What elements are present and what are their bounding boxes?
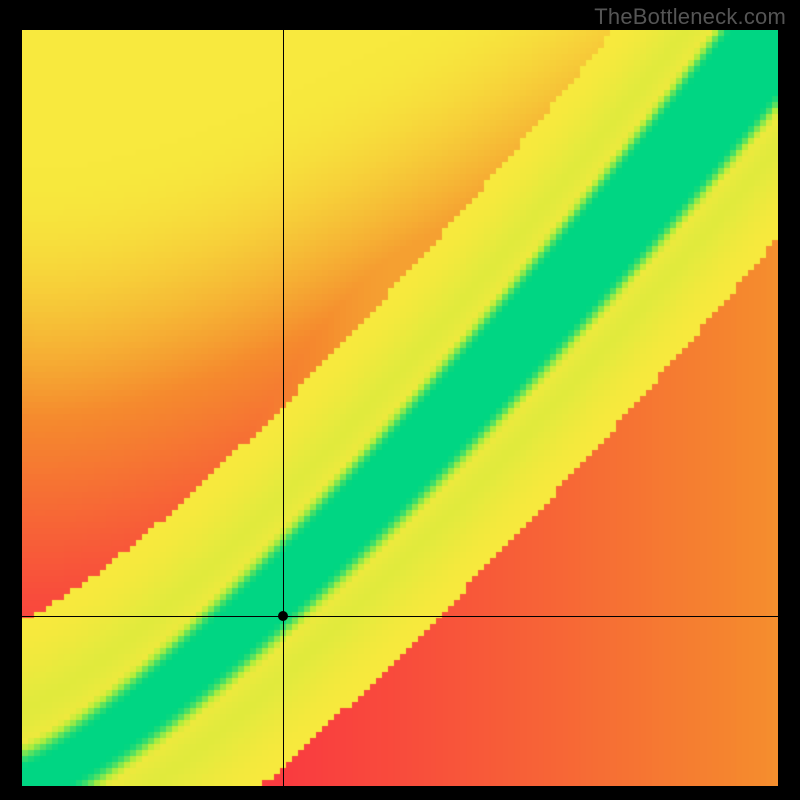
marker-dot [278, 611, 288, 621]
crosshair-vertical [283, 30, 284, 786]
heatmap-plot [22, 30, 778, 786]
chart-container: TheBottleneck.com [0, 0, 800, 800]
heatmap-canvas [22, 30, 778, 786]
watermark-text: TheBottleneck.com [594, 4, 786, 30]
crosshair-horizontal [22, 616, 778, 617]
